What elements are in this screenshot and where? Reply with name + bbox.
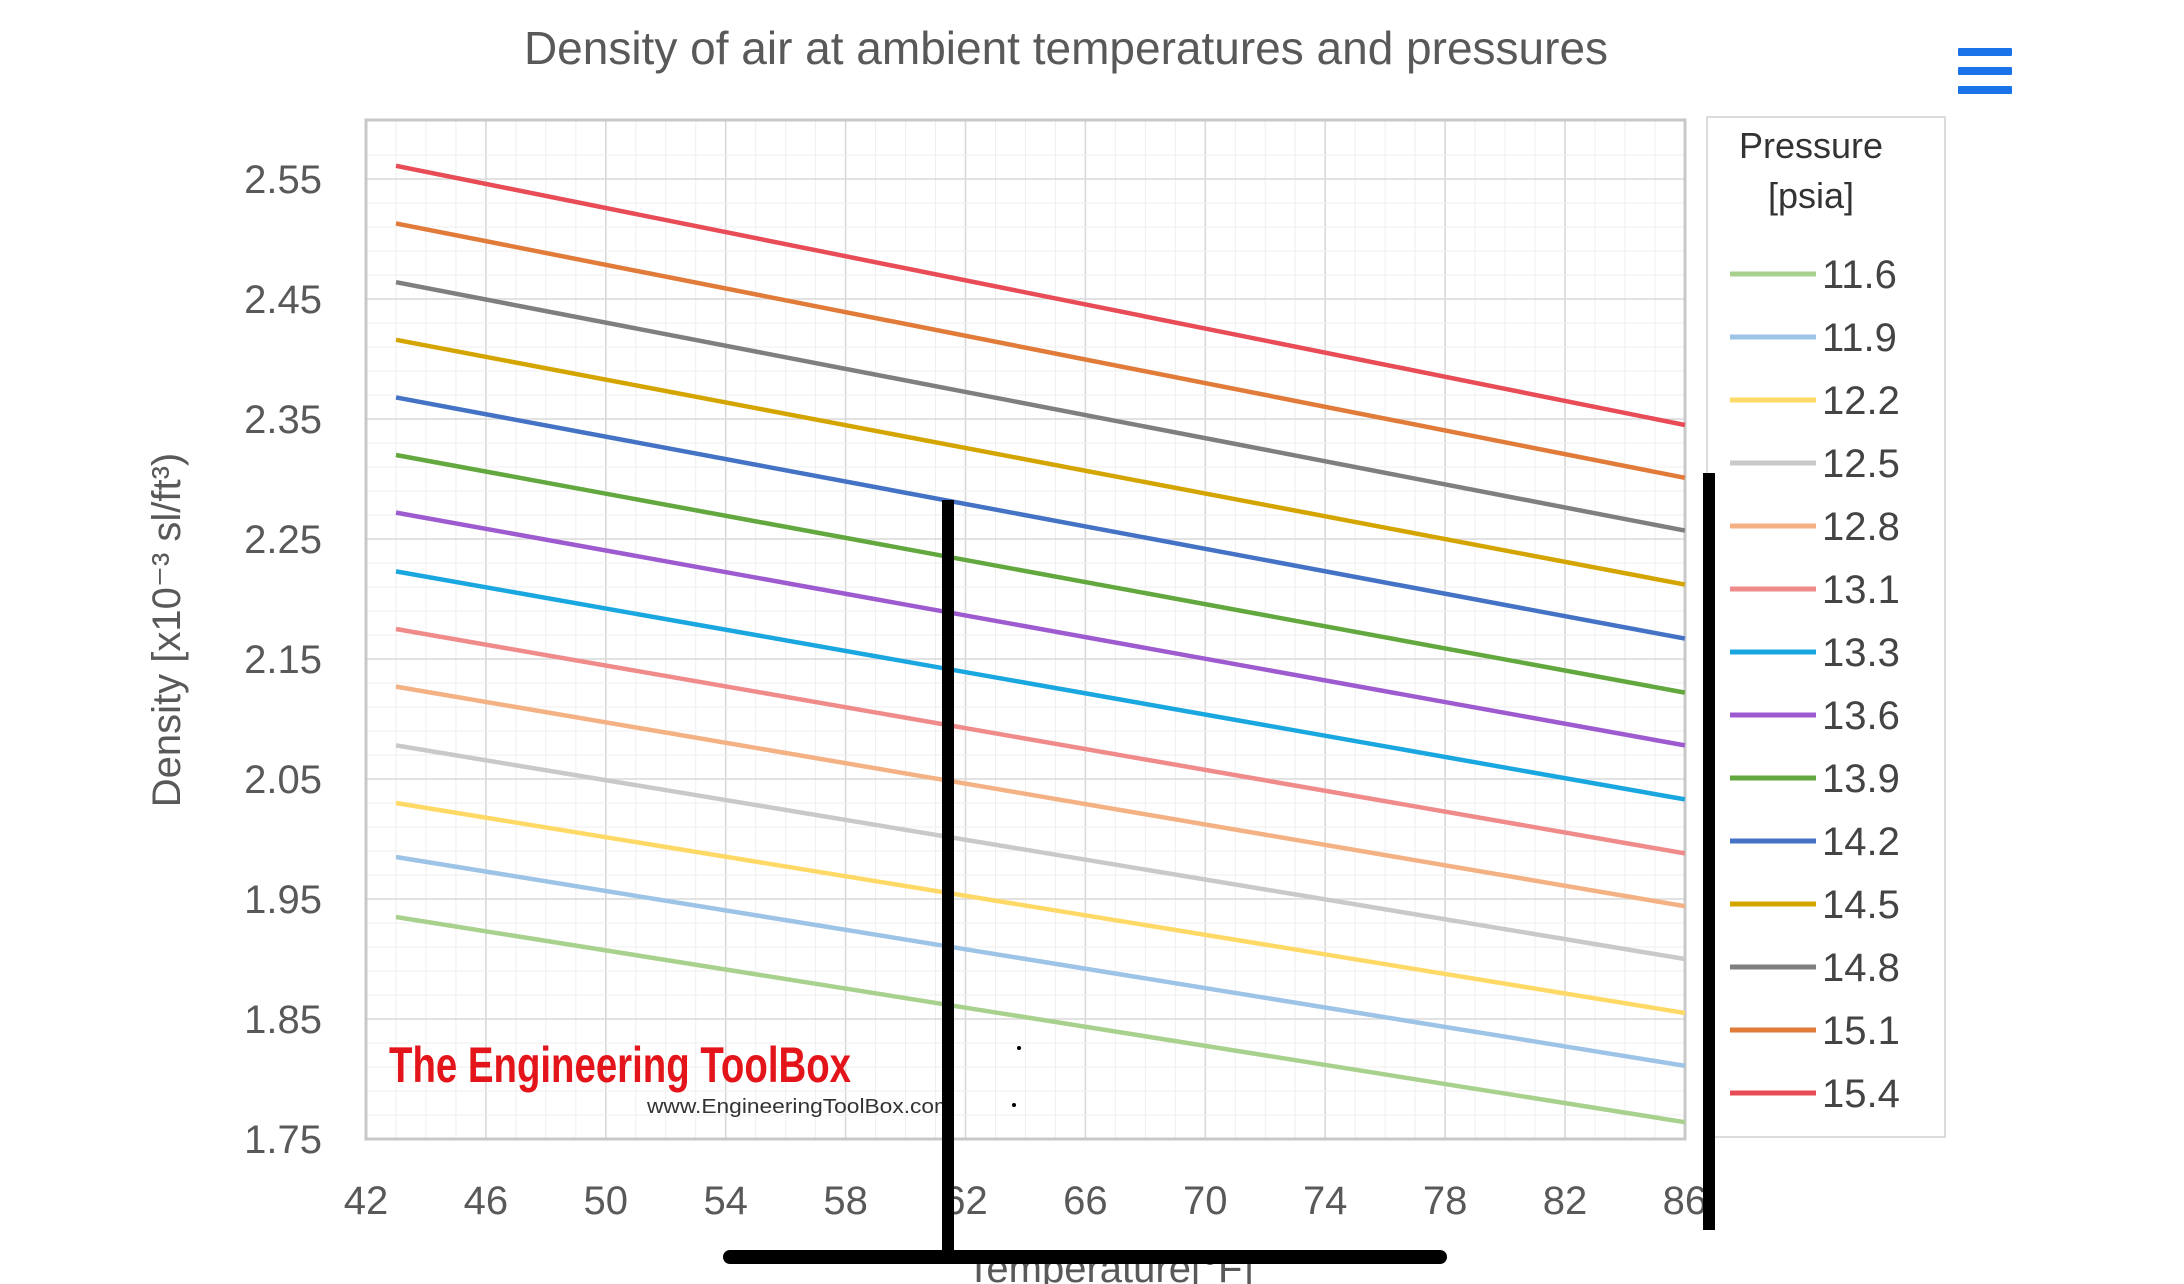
legend-label: 11.6 (1822, 253, 1897, 297)
x-tick-label: 70 (1183, 1179, 1228, 1223)
x-tick-label: 86 (1663, 1179, 1708, 1223)
series-line-11-9 (395, 854, 1686, 1069)
legend-label: 13.9 (1822, 757, 1900, 801)
menu-bar (1958, 67, 2012, 75)
x-tick-label: 74 (1303, 1179, 1348, 1223)
y-tick-label: 2.25 (244, 518, 322, 562)
series-line-12-2 (395, 800, 1686, 1016)
x-tick-label: 46 (464, 1179, 509, 1223)
y-tick-label: 1.85 (244, 998, 322, 1042)
series-line-14-8 (395, 279, 1686, 533)
legend-label: 12.8 (1822, 505, 1900, 549)
menu-bar (1958, 48, 2012, 56)
x-tick-label: 82 (1543, 1179, 1588, 1223)
plot-area (364, 118, 1687, 1141)
legend-label: 12.2 (1822, 379, 1900, 423)
series-line-12-5 (395, 743, 1686, 962)
y-tick-label: 2.45 (244, 278, 322, 322)
y-tick-label: 2.35 (244, 398, 322, 442)
legend-label: 15.4 (1822, 1072, 1900, 1116)
series-line-11-6 (395, 914, 1686, 1125)
series-line-12-8 (395, 684, 1686, 909)
y-tick-label: 2.15 (244, 638, 322, 682)
legend-label: 15.1 (1822, 1009, 1900, 1053)
legend-items: 11.6 11.9 12.2 12.5 12.8 13.1 13.3 13.6 13.9 14.2… (1730, 253, 1900, 1116)
legend: Pressure [psia] 11.6 11.9 12.2 12.5 12.8 13.1… (1706, 116, 1946, 1138)
watermark: The Engineering ToolBox www.EngineeringT… (389, 1037, 1021, 1118)
legend-title-line2: [psia] (1768, 175, 1854, 216)
series-line-13-9 (395, 452, 1686, 695)
plot-grid (365, 120, 1686, 1140)
chart-title: Density of air at ambient temperatures a… (524, 22, 1608, 74)
y-axis-ticks: 1.75 1.85 1.95 2.05 2.15 2.25 2.35 2.45 2.55 (244, 158, 322, 1162)
legend-label: 14.2 (1822, 820, 1900, 864)
overlay-marks (723, 473, 1715, 1264)
legend-label: 12.5 (1822, 442, 1900, 486)
legend-title-line1: Pressure (1739, 125, 1883, 166)
watermark-brand: The Engineering ToolBox (389, 1037, 851, 1093)
x-tick-label: 78 (1423, 1179, 1468, 1223)
speck-dot (1012, 1103, 1016, 1107)
series-line-15-1 (395, 221, 1686, 481)
legend-label: 14.8 (1822, 946, 1900, 990)
series-line-15-4 (395, 163, 1686, 428)
speck-dot (1017, 1046, 1021, 1050)
x-tick-label: 54 (703, 1179, 748, 1223)
x-tick-label: 50 (584, 1179, 629, 1223)
y-tick-label: 1.95 (244, 878, 322, 922)
legend-label: 14.5 (1822, 883, 1900, 927)
legend-label: 13.3 (1822, 631, 1900, 675)
legend-label: 13.6 (1822, 694, 1900, 738)
y-tick-label: 2.05 (244, 758, 322, 802)
series-lines (395, 163, 1686, 1125)
y-tick-label: 2.55 (244, 158, 322, 202)
menu-bar (1958, 86, 2012, 94)
x-axis-ticks: 42 46 50 54 58 62 66 70 74 78 82 86 (344, 1179, 1707, 1223)
x-tick-label: 42 (344, 1179, 389, 1223)
y-axis-label: Density [x10⁻³ sl/ft³) (145, 453, 189, 808)
series-line-14-5 (395, 337, 1686, 587)
series-line-13-1 (395, 626, 1686, 856)
hamburger-menu-icon[interactable] (1958, 44, 2012, 98)
legend-label: 11.9 (1822, 316, 1897, 360)
legend-label: 13.1 (1822, 568, 1900, 612)
x-tick-label: 66 (1063, 1179, 1108, 1223)
watermark-url: www.EngineeringToolBox.com (646, 1096, 953, 1118)
series-line-13-3 (395, 569, 1686, 802)
series-line-13-6 (395, 510, 1686, 748)
series-line-14-2 (395, 395, 1686, 641)
y-tick-label: 1.75 (244, 1118, 322, 1162)
x-tick-label: 58 (823, 1179, 868, 1223)
